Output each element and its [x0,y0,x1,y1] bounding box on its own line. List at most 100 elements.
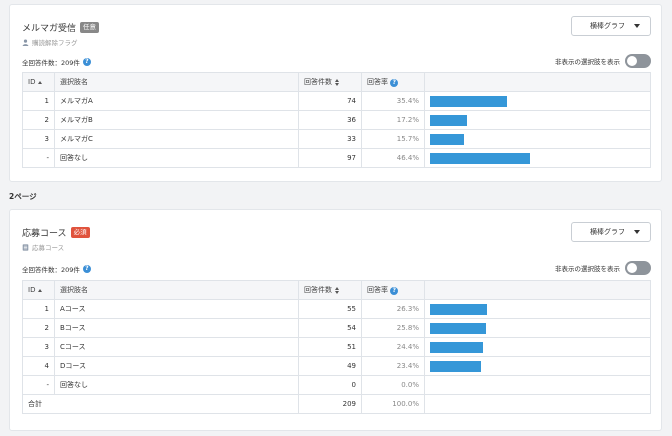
row-rate: 15.7% [361,129,425,149]
results-table: ID 選択肢名 回答件数 回答率 ? 1 Aコース 55 26.3% 2 Bコー… [22,280,651,414]
page-label: 2ページ [9,192,37,201]
total-responses: 全回答件数：209件 ? [22,264,91,274]
list-icon [22,243,29,251]
row-rate: 0.0% [361,375,425,395]
row-option-name: メルマガB [54,110,299,130]
row-option-name: Aコース [54,299,299,319]
row-bar-cell [424,91,651,111]
row-bar-cell [424,356,651,376]
table-row: - 回答なし 97 46.4% [22,148,651,168]
column-header-graph [424,280,651,300]
row-bar-cell [424,375,651,395]
column-header-id[interactable]: ID [22,280,55,300]
required-badge: 必須 [70,227,90,238]
column-header-name: 選択肢名 [54,72,299,92]
table-row: - 回答なし 0 0.0% [22,375,651,395]
show-hidden-options-row: 非表示の選択肢を表示 [555,261,651,275]
question-title-row: メルマガ受信 任意 [22,21,100,34]
row-id: 2 [22,110,55,130]
sort-asc-icon [38,80,43,84]
question-subtitle: 応募コース [32,244,65,252]
row-count: 33 [298,129,362,149]
total-responses-text: 全回答件数：209件 [22,59,80,67]
row-bar [430,360,481,372]
table-header-row: ID 選択肢名 回答件数 回答率 ? [22,280,651,300]
row-bar-cell [424,299,651,319]
row-bar [430,114,468,126]
row-count: 54 [298,318,362,338]
help-icon[interactable]: ? [82,265,91,273]
question-title: メルマガ受信 [22,24,77,34]
column-header-count[interactable]: 回答件数 [298,280,362,300]
row-id: 2 [22,318,55,338]
question-subtitle: 購読解除フラグ [32,39,78,47]
row-id: 1 [22,91,55,111]
chevron-down-icon [634,230,640,234]
row-bar [430,152,531,164]
row-bar-cell [424,110,651,130]
row-rate: 25.8% [361,318,425,338]
graph-type-dropdown[interactable]: 横棒グラフ [571,222,651,242]
row-bar-cell [424,337,651,357]
help-icon[interactable]: ? [82,58,91,66]
question-subtitle-row: 購読解除フラグ [22,37,78,47]
row-bar-cell [424,148,651,168]
row-option-name: Cコース [54,337,299,357]
sort-asc-icon [38,288,43,292]
row-rate: 26.3% [361,299,425,319]
user-icon [22,38,29,46]
row-rate: 46.4% [361,148,425,168]
graph-type-label: 横棒グラフ [590,22,625,30]
column-header-rate: 回答率 ? [361,280,425,300]
column-header-rate: 回答率 ? [361,72,425,92]
row-rate: 24.4% [361,337,425,357]
row-bar-cell [424,318,651,338]
row-count: 74 [298,91,362,111]
table-row: 2 メルマガB 36 17.2% [22,110,651,130]
row-count: 36 [298,110,362,130]
show-hidden-options-toggle[interactable] [625,261,651,275]
row-id: - [22,375,55,395]
column-header-name: 選択肢名 [54,280,299,300]
sort-icon [335,78,339,86]
row-count: 51 [298,337,362,357]
total-bar-cell [424,394,651,414]
table-row: 2 Bコース 54 25.8% [22,318,651,338]
help-icon[interactable]: ? [390,79,399,87]
table-row: 4 Dコース 49 23.4% [22,356,651,376]
row-id: 1 [22,299,55,319]
row-bar [430,322,486,334]
row-option-name: メルマガA [54,91,299,111]
column-header-id[interactable]: ID [22,72,55,92]
row-id: 3 [22,129,55,149]
row-option-name: Dコース [54,356,299,376]
total-count: 209 [298,394,362,414]
row-count: 49 [298,356,362,376]
row-rate: 23.4% [361,356,425,376]
show-hidden-options-label: 非表示の選択肢を表示 [555,58,620,66]
row-option-name: 回答なし [54,148,299,168]
table-row: 1 メルマガA 74 35.4% [22,91,651,111]
table-row: 3 Cコース 51 24.4% [22,337,651,357]
help-icon[interactable]: ? [390,287,399,295]
chevron-down-icon [634,24,640,28]
question-card-mailmag: メルマガ受信 任意 購読解除フラグ 横棒グラフ 全回答件数：209件 ? 非表示… [9,4,662,182]
table-total-row: 合計 209 100.0% [22,394,651,414]
column-header-count[interactable]: 回答件数 [298,72,362,92]
row-count: 97 [298,148,362,168]
graph-type-dropdown[interactable]: 横棒グラフ [571,16,651,36]
question-title: 応募コース [22,229,67,239]
table-row: 3 メルマガC 33 15.7% [22,129,651,149]
row-rate: 17.2% [361,110,425,130]
row-option-name: メルマガC [54,129,299,149]
show-hidden-options-row: 非表示の選択肢を表示 [555,54,651,68]
row-bar [430,341,483,353]
total-rate: 100.0% [361,394,425,414]
row-option-name: 回答なし [54,375,299,395]
show-hidden-options-toggle[interactable] [625,54,651,68]
show-hidden-options-label: 非表示の選択肢を表示 [555,265,620,273]
row-bar [430,133,464,145]
sort-icon [335,286,339,294]
question-title-row: 応募コース 必須 [22,226,90,239]
column-header-graph [424,72,651,92]
